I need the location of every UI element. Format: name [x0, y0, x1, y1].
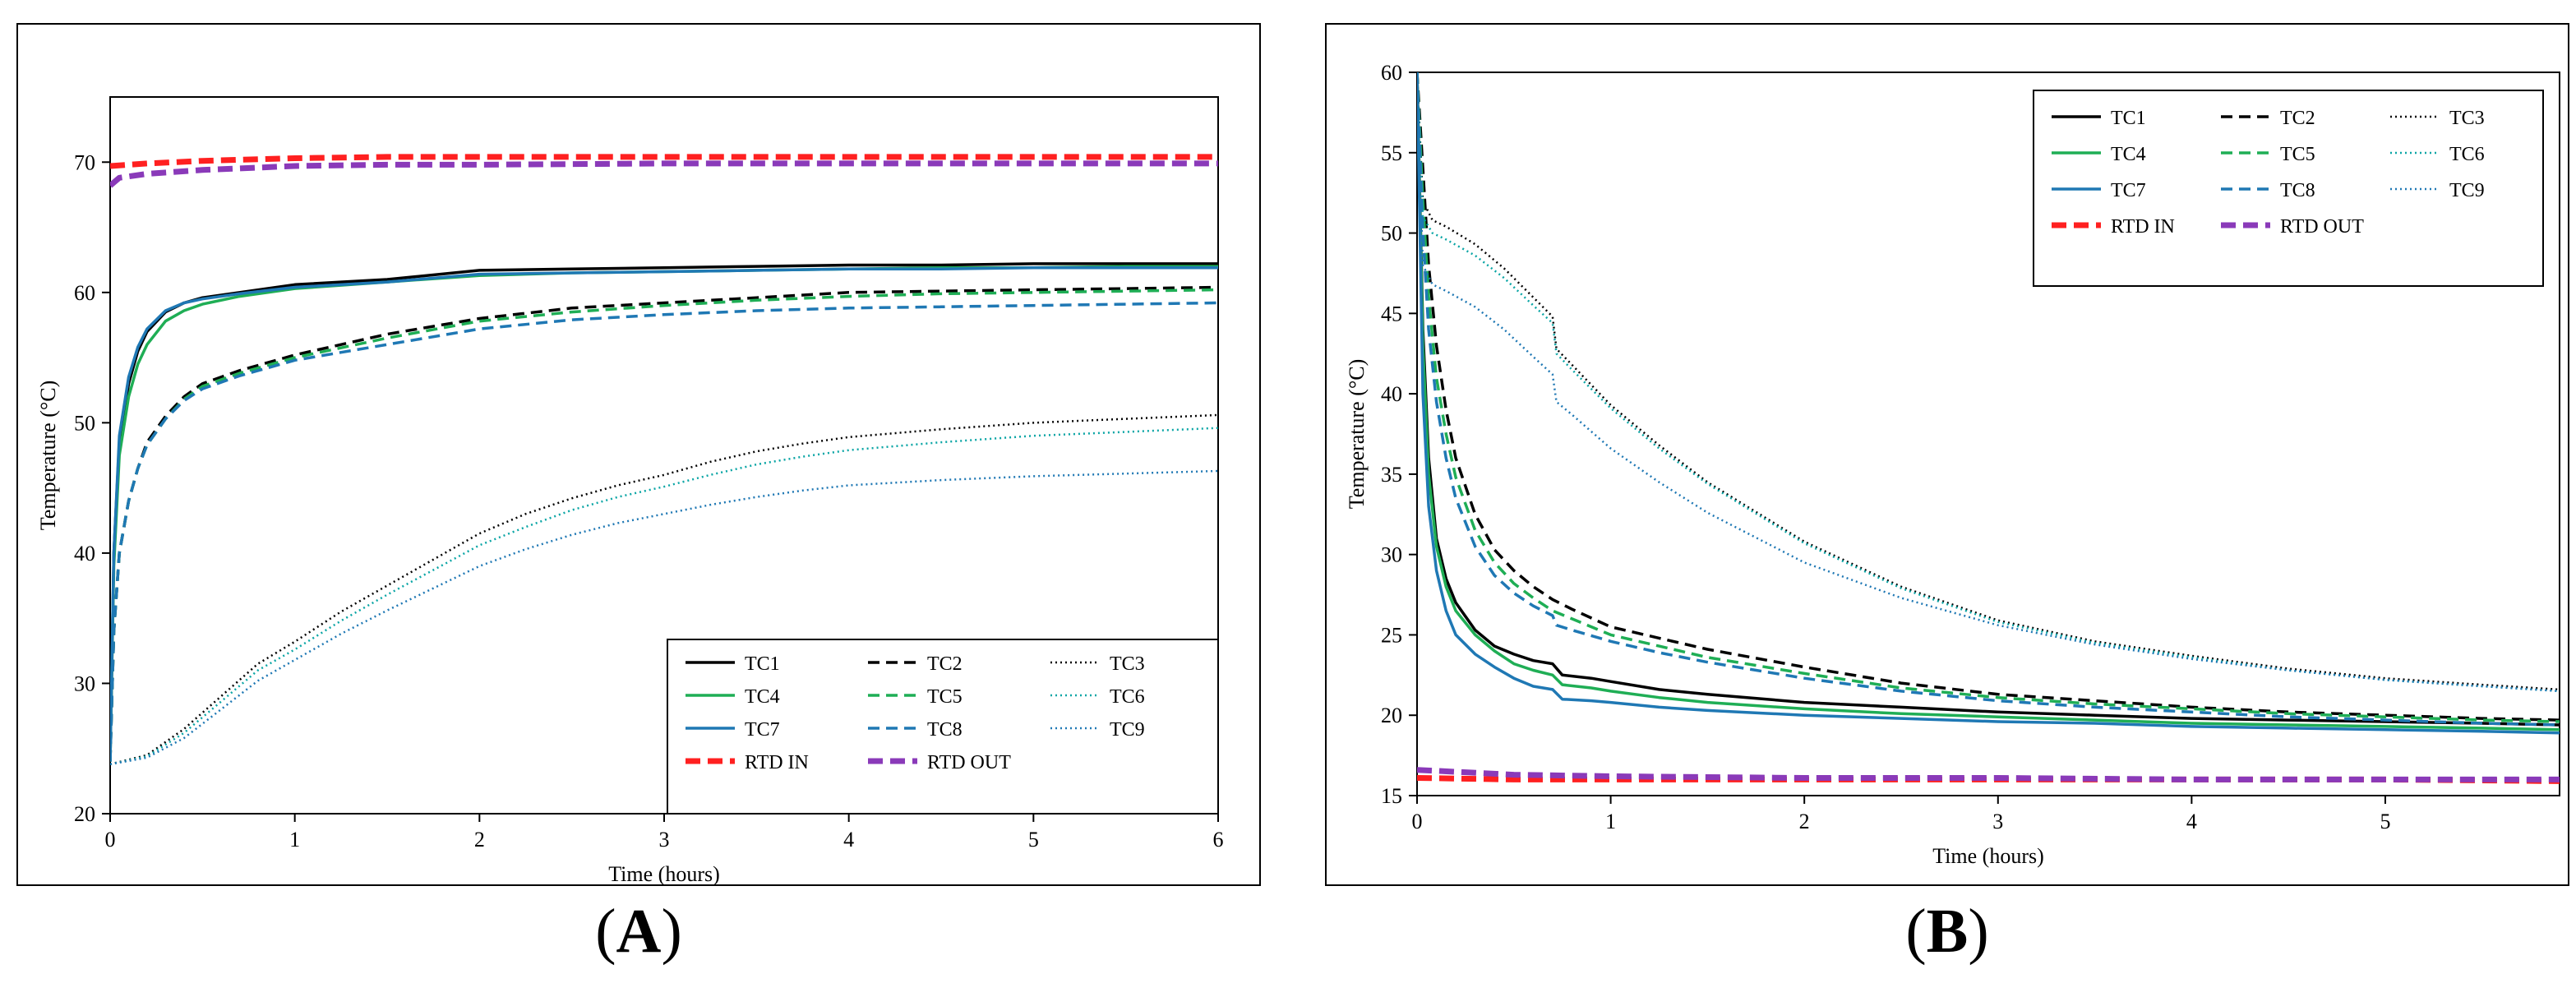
- chart-b-legend-label-rtd-in: RTD IN: [2111, 216, 2175, 238]
- chart-a-xtick-label: 6: [1213, 828, 1224, 851]
- chart-b-legend-label-tc9: TC9: [2449, 180, 2485, 201]
- chart-b-legend-label-tc2: TC2: [2280, 108, 2315, 129]
- chart-b-xtick-label: 4: [2186, 810, 2197, 833]
- chart-b-ytick-label: 30: [1381, 543, 1402, 567]
- chart-a-series-tc9: [110, 469, 1218, 766]
- caption-b-close: ): [1968, 897, 1989, 966]
- chart-b-legend-label-tc3: TC3: [2449, 108, 2485, 129]
- chart-b-xtick-label: 1: [1605, 810, 1616, 833]
- chart-a-ytick-label: 20: [74, 802, 95, 826]
- chart-a-ytick-label: 50: [74, 411, 95, 435]
- chart-a-ytick-label: 60: [74, 281, 95, 305]
- chart-panel-b: 15 20 25 30 35 40 45 50 55 60 0 1 2 3 4 5 Time (hours) Te…: [1325, 23, 2569, 886]
- chart-a-series-tc8: [110, 301, 1218, 762]
- chart-a-series-tc1: [110, 262, 1218, 762]
- chart-b-series-tc9: [1417, 72, 2560, 693]
- chart-b-legend-label-tc4: TC4: [2111, 144, 2146, 165]
- chart-b-ytick-label: 60: [1381, 61, 1402, 85]
- chart-a-legend-label-rtd-out: RTD OUT: [927, 752, 1011, 773]
- chart-a-svg: 20 30 40 50 60 70 0 1 2 3 4 5 6 Time (hours) Temperatu…: [36, 96, 1224, 884]
- chart-b-series-tc1: [1417, 72, 2560, 727]
- chart-a-ytick-label: 40: [74, 542, 95, 565]
- chart-b-ytick-label: 40: [1381, 382, 1402, 406]
- chart-b-xtick-label: 0: [1412, 810, 1423, 833]
- chart-a-xtick-label: 0: [105, 828, 116, 851]
- chart-a-xtick-label: 2: [474, 828, 485, 851]
- chart-b-ytick-label: 45: [1381, 302, 1402, 325]
- caption-b: (B): [1325, 896, 2569, 967]
- caption-a-close: ): [661, 897, 682, 966]
- caption-b-open: (: [1905, 897, 1927, 966]
- chart-a-legend-label-tc9: TC9: [1110, 719, 1145, 741]
- chart-b-series-tc8: [1417, 72, 2560, 727]
- chart-a-ylabel: Temperature (°C): [36, 381, 60, 531]
- chart-b-legend-label-tc7: TC7: [2111, 180, 2146, 201]
- chart-b-series-tc6: [1417, 72, 2560, 693]
- chart-a-legend-label-tc6: TC6: [1110, 686, 1145, 708]
- chart-b-legend-label-tc6: TC6: [2449, 144, 2485, 165]
- chart-b-ytick-label: 55: [1381, 141, 1402, 165]
- chart-a-xlabel: Time (hours): [608, 862, 720, 884]
- chart-b-legend-label-tc1: TC1: [2111, 108, 2146, 129]
- chart-a-xtick-label: 1: [289, 828, 300, 851]
- chart-a-series-rtd-in: [110, 154, 1218, 169]
- chart-a-legend-label-tc4: TC4: [745, 686, 780, 708]
- chart-a-legend-label-tc2: TC2: [927, 653, 963, 675]
- chart-a-legend-label-tc7: TC7: [745, 719, 780, 741]
- chart-a-series-tc6: [110, 427, 1218, 766]
- caption-b-letter: B: [1926, 897, 1969, 966]
- chart-a-legend-label-tc1: TC1: [745, 653, 780, 675]
- chart-a-legend-label-rtd-in: RTD IN: [745, 752, 809, 773]
- chart-b-ytick-label: 20: [1381, 704, 1402, 727]
- chart-b-legend-label-tc8: TC8: [2280, 180, 2315, 201]
- chart-a-xtick-label: 4: [843, 828, 854, 851]
- caption-a-open: (: [595, 897, 616, 966]
- chart-b-ytick-label: 15: [1381, 784, 1402, 808]
- chart-b-legend-label-rtd-out: RTD OUT: [2280, 216, 2364, 238]
- chart-a-ytick-label: 70: [74, 150, 95, 174]
- chart-b-legend-box: [2033, 90, 2544, 287]
- chart-a-legend-label-tc5: TC5: [927, 686, 963, 708]
- chart-b-xtick-label: 5: [2380, 810, 2390, 833]
- chart-a-xtick-label: 5: [1028, 828, 1039, 851]
- chart-a-series-rtd-out: [110, 160, 1218, 188]
- chart-b-xtick-label: 3: [1992, 810, 2003, 833]
- chart-b-series-tc5: [1417, 72, 2560, 723]
- chart-a-series-tc7: [110, 265, 1218, 762]
- chart-b-ytick-label: 25: [1381, 623, 1402, 647]
- chart-b-xlabel: Time (hours): [1932, 844, 2044, 868]
- chart-a-legend-label-tc3: TC3: [1110, 653, 1145, 675]
- chart-b-series-tc2: [1417, 72, 2560, 722]
- chart-b-ytick-label: 35: [1381, 463, 1402, 487]
- chart-panel-a: 20 30 40 50 60 70 0 1 2 3 4 5 6 Time (hours) Temperatu…: [16, 23, 1261, 886]
- chart-a-ytick-label: 30: [74, 671, 95, 695]
- chart-a-series-tc3: [110, 413, 1218, 766]
- chart-b-series-tc4: [1417, 72, 2560, 731]
- chart-b-ytick-label: 50: [1381, 222, 1402, 246]
- chart-b-series-rtd-in: [1417, 775, 2560, 784]
- chart-a-legend-box: [667, 639, 1219, 815]
- chart-b-legend-label-tc5: TC5: [2280, 144, 2315, 165]
- chart-b-series-rtd-out: [1417, 767, 2560, 782]
- chart-b-series-tc7: [1417, 72, 2560, 735]
- caption-a: (A): [16, 896, 1261, 967]
- caption-a-letter: A: [616, 897, 662, 966]
- chart-a-legend-label-tc8: TC8: [927, 719, 963, 741]
- chart-a-xtick-label: 3: [659, 828, 670, 851]
- chart-b-xtick-label: 2: [1799, 810, 1810, 833]
- chart-b-plot-frame: [1416, 72, 2560, 796]
- chart-b-ylabel: Temperature (°C): [1345, 359, 1369, 510]
